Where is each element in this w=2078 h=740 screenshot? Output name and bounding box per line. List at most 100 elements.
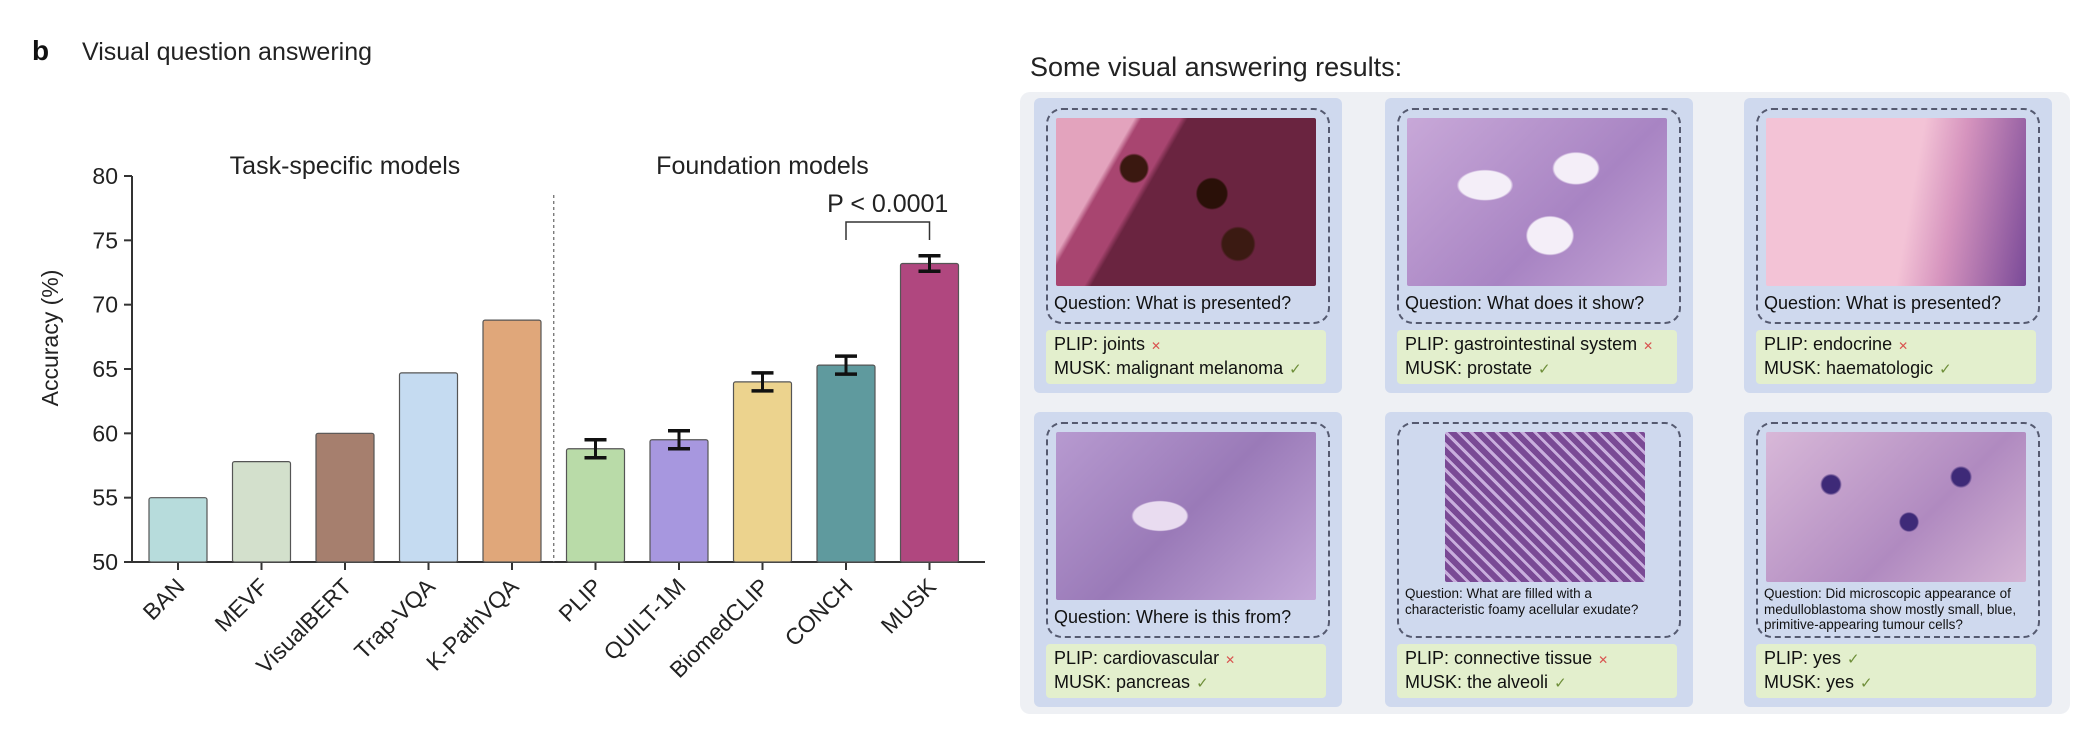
- check-icon: ✓: [1289, 361, 1302, 378]
- y-tick-label: 65: [92, 356, 118, 382]
- x-tick-label: CONCH: [780, 573, 858, 651]
- bar-k-pathvqa: [482, 319, 542, 563]
- y-axis-label: Accuracy (%): [37, 270, 63, 407]
- plip-answer-row: PLIP: gastrointestinal system ✕: [1405, 332, 1669, 356]
- y-tick-label: 50: [92, 549, 118, 575]
- question-text: Question: What does it show?: [1405, 293, 1645, 313]
- plip-answer-row: PLIP: cardiovascular ✕: [1054, 646, 1318, 670]
- result-card: Question: What is presented? PLIP: joints…: [1034, 98, 1342, 393]
- plip-answer-row: PLIP: connective tissue ✕: [1405, 646, 1669, 670]
- y-tick-label: 55: [92, 485, 118, 511]
- group-label: Foundation models: [656, 152, 869, 180]
- musk-answer: MUSK: haematologic: [1764, 358, 1934, 378]
- question-frame: [1756, 422, 2040, 638]
- bar-mevf: [231, 461, 292, 563]
- significance-bracket: [845, 221, 931, 240]
- plip-answer-row: PLIP: yes ✓: [1764, 646, 2028, 670]
- bar-quilt-1m: [649, 439, 709, 563]
- panel-title: Visual question answering: [82, 38, 372, 66]
- plip-answer-row: PLIP: endocrine ✕: [1764, 332, 2028, 356]
- plip-answer: PLIP: yes: [1764, 648, 1842, 668]
- question-text: Question: What is presented?: [1054, 293, 1292, 313]
- result-card: Question: What are filled with a charact…: [1385, 412, 1693, 707]
- musk-answer: MUSK: prostate: [1405, 358, 1533, 378]
- y-tick-label: 75: [92, 227, 118, 253]
- cross-icon: ✕: [1151, 339, 1162, 353]
- cross-icon: ✕: [1898, 339, 1909, 353]
- accuracy-bar-chart: b Visual question answering Accuracy (%)…: [32, 35, 985, 683]
- bar-trap-vqa: [398, 372, 459, 563]
- y-tick-label: 60: [92, 420, 118, 446]
- answers-box: PLIP: connective tissue ✕ MUSK: the alveol…: [1397, 644, 1677, 698]
- musk-answer-row: MUSK: malignant melanoma ✓: [1054, 356, 1318, 380]
- bar-conch: [816, 364, 876, 563]
- histology-image: [1445, 432, 1645, 582]
- cross-icon: ✕: [1643, 339, 1654, 353]
- result-card: Question: Where is this from? PLIP: cardi…: [1034, 412, 1342, 707]
- bar-musk: [899, 262, 960, 563]
- result-card: Question: Did microscopic appearance of …: [1744, 412, 2052, 707]
- question-text: Question: Where is this from?: [1054, 607, 1292, 627]
- plip-answer: PLIP: endocrine: [1764, 334, 1893, 354]
- p-value-label: P < 0.0001: [827, 190, 948, 218]
- result-card: Question: What is presented? PLIP: endocr…: [1744, 98, 2052, 393]
- bar-visualbert: [315, 432, 375, 563]
- answers-box: PLIP: joints ✕ MUSK: malignant melanoma ✓: [1046, 330, 1326, 384]
- question-frame: [1046, 422, 1330, 638]
- answers-box: PLIP: endocrine ✕ MUSK: haematologic ✓: [1756, 330, 2036, 384]
- group-label: Task-specific models: [230, 152, 461, 180]
- plip-answer: PLIP: gastrointestinal system: [1405, 334, 1638, 354]
- musk-answer: MUSK: yes: [1764, 672, 1855, 692]
- question-frame: [1756, 108, 2040, 324]
- musk-answer: MUSK: pancreas: [1054, 672, 1191, 692]
- plip-answer: PLIP: cardiovascular: [1054, 648, 1220, 668]
- x-tick-label: PLIP: [553, 573, 607, 627]
- musk-answer: MUSK: malignant melanoma: [1054, 358, 1284, 378]
- histology-image: [1056, 432, 1316, 600]
- check-icon: ✓: [1847, 651, 1860, 668]
- y-tick-label: 70: [92, 292, 118, 318]
- cross-icon: ✕: [1225, 653, 1236, 667]
- bar-plip: [565, 448, 626, 563]
- cross-icon: ✕: [1598, 653, 1609, 667]
- musk-answer-row: MUSK: yes ✓: [1764, 670, 2028, 694]
- plip-answer-row: PLIP: joints ✕: [1054, 332, 1318, 356]
- x-tick-label: BAN: [138, 573, 190, 625]
- musk-answer: MUSK: the alveoli: [1405, 672, 1549, 692]
- histology-image: [1056, 118, 1316, 286]
- results-gallery: Question: What is presented? PLIP: joints…: [1020, 92, 2070, 714]
- bar-ban: [148, 497, 208, 563]
- y-tick-label: 80: [92, 163, 118, 189]
- plip-answer: PLIP: joints: [1054, 334, 1146, 354]
- x-tick-label: MEVF: [209, 573, 273, 637]
- answers-box: PLIP: yes ✓ MUSK: yes ✓: [1756, 644, 2036, 698]
- gallery-title: Some visual answering results:: [1030, 52, 1403, 82]
- x-tick-label: MUSK: [876, 573, 942, 639]
- check-icon: ✓: [1554, 675, 1567, 692]
- chart-bars: [148, 254, 960, 563]
- plip-answer: PLIP: connective tissue: [1405, 648, 1593, 668]
- question-frame: [1397, 108, 1681, 324]
- histology-image: [1407, 118, 1667, 286]
- answers-box: PLIP: cardiovascular ✕ MUSK: pancreas ✓: [1046, 644, 1326, 698]
- question-text: Question: What are filled with a charact…: [1405, 586, 1639, 617]
- musk-answer-row: MUSK: haematologic ✓: [1764, 356, 2028, 380]
- panel-letter: b: [32, 35, 49, 66]
- musk-answer-row: MUSK: the alveoli ✓: [1405, 670, 1669, 694]
- question-text: Question: Did microscopic appearance of …: [1764, 586, 2017, 633]
- histology-image: [1766, 118, 2026, 286]
- answers-box: PLIP: gastrointestinal system ✕ MUSK: pros…: [1397, 330, 1677, 384]
- chart-overlays: Task-specific models Foundation models P <…: [230, 152, 948, 562]
- musk-answer-row: MUSK: pancreas ✓: [1054, 670, 1318, 694]
- check-icon: ✓: [1860, 675, 1873, 692]
- question-frame: [1046, 108, 1330, 324]
- check-icon: ✓: [1939, 361, 1952, 378]
- question-text: Question: What is presented?: [1764, 293, 2002, 313]
- check-icon: ✓: [1538, 361, 1551, 378]
- question-frame: [1397, 422, 1681, 638]
- result-card: Question: What does it show? PLIP: gastro…: [1385, 98, 1693, 393]
- bar-biomedclip: [732, 381, 793, 563]
- check-icon: ✓: [1196, 675, 1209, 692]
- musk-answer-row: MUSK: prostate ✓: [1405, 356, 1669, 380]
- histology-image: [1766, 432, 2026, 582]
